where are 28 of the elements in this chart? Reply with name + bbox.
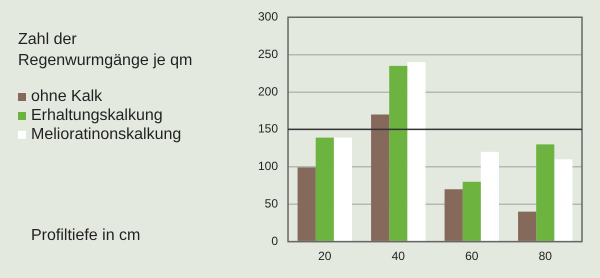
x-tick-label: 40 (392, 249, 406, 264)
bar (462, 182, 481, 241)
bar (298, 168, 316, 241)
legend-label: Erhaltungskalkung (31, 106, 163, 125)
bar (518, 212, 536, 241)
y-tick-label: 50 (264, 196, 278, 211)
x-tick-label: 20 (318, 249, 332, 264)
y-axis-title: Zahl der Regenwurmgänge je qm (18, 30, 194, 71)
bar (334, 138, 352, 241)
legend-label: Melioratinonskalkung (31, 125, 182, 144)
y-tick-label: 150 (258, 122, 278, 136)
y-tick-label: 250 (258, 46, 278, 61)
y-tick-label: 300 (258, 10, 278, 24)
bar (480, 152, 499, 241)
legend-label: ohne Kalk (31, 87, 102, 106)
y-tick-label: 200 (258, 84, 278, 98)
bar (371, 114, 390, 241)
bar (389, 66, 408, 241)
bar (444, 189, 463, 241)
bar (554, 159, 572, 241)
bar (536, 144, 554, 241)
y-tick-label: 0 (271, 234, 278, 248)
bar (316, 138, 334, 241)
x-tick-label: 60 (465, 249, 479, 264)
bar (407, 62, 426, 241)
x-tick-label: 80 (538, 249, 552, 264)
y-tick-label: 100 (258, 159, 278, 174)
text: Profiltiefe in cm (31, 227, 140, 245)
